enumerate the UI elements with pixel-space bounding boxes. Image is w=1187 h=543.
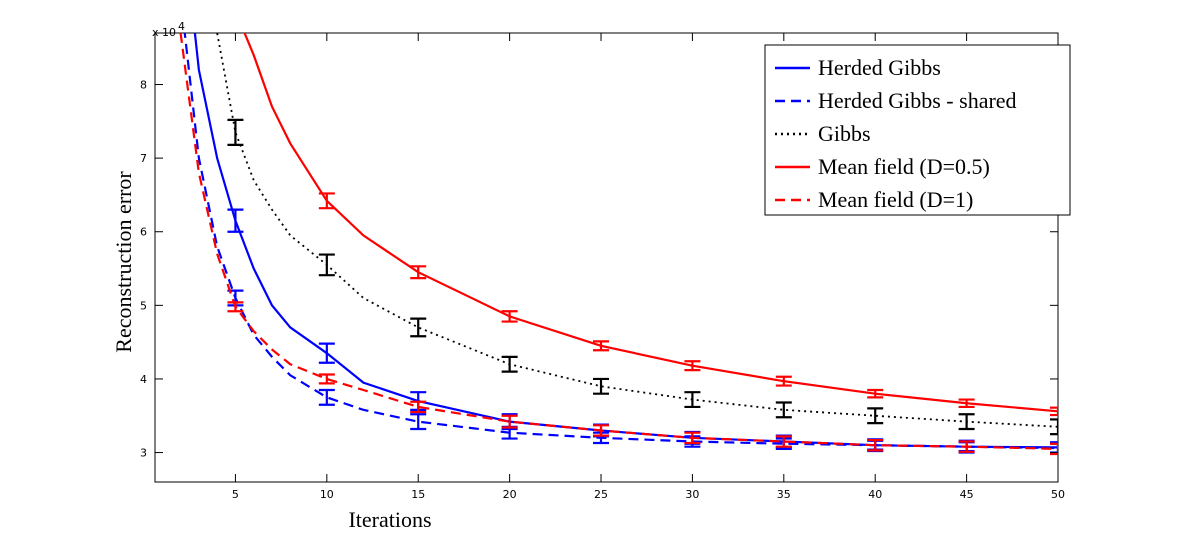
error-bar <box>410 413 427 431</box>
error-bar <box>1050 406 1058 417</box>
y-tick-label: 4 <box>140 373 147 386</box>
x-tick-label: 10 <box>320 488 334 501</box>
series-line <box>179 33 1058 450</box>
y-tick-label: 8 <box>140 79 147 92</box>
series-line <box>216 33 1058 428</box>
legend-box <box>764 44 1071 216</box>
x-tick-label: 40 <box>868 488 882 501</box>
series-line <box>183 33 1058 450</box>
x-tick-label: 45 <box>960 488 974 501</box>
error-bar <box>318 192 335 210</box>
error-bar <box>501 414 518 429</box>
error-bar <box>867 438 884 452</box>
error-bar <box>1050 418 1058 436</box>
error-bar <box>1050 442 1058 456</box>
y-scale-exponent: 4 <box>178 20 185 33</box>
error-bar <box>867 388 884 399</box>
error-bar <box>318 373 335 385</box>
error-bar <box>410 400 427 414</box>
y-tick-label: 3 <box>140 447 147 460</box>
error-bar <box>958 398 975 409</box>
legend-label: Mean field (D=1) <box>818 187 973 212</box>
error-bar <box>501 355 518 373</box>
error-bar <box>227 208 244 233</box>
x-tick-label: 50 <box>1051 488 1065 501</box>
x-tick-label: 35 <box>777 488 791 501</box>
error-bar <box>410 317 427 338</box>
x-tick-label: 25 <box>594 488 608 501</box>
y-tick-label: 5 <box>140 299 147 312</box>
series-line <box>193 33 1058 449</box>
error-bar <box>318 388 335 406</box>
x-tick-label: 15 <box>411 488 425 501</box>
error-bar <box>775 435 792 448</box>
error-bar <box>410 265 427 280</box>
x-tick-label: 30 <box>685 488 699 501</box>
legend-label: Herded Gibbs <box>818 55 941 80</box>
legend-label: Herded Gibbs - shared <box>818 88 1017 113</box>
y-axis-label: Reconstruction error <box>111 171 136 353</box>
error-bar <box>684 391 701 409</box>
x-axis-label: Iterations <box>348 507 431 532</box>
error-bar <box>593 340 610 352</box>
error-bar <box>775 375 792 387</box>
error-bar <box>593 424 610 437</box>
error-bar <box>593 377 610 395</box>
error-bar <box>775 401 792 419</box>
error-bar <box>227 301 244 313</box>
y-tick-label: 7 <box>140 152 147 165</box>
error-bar <box>318 253 335 277</box>
y-tick-label: 6 <box>140 226 147 239</box>
error-bar <box>684 360 701 372</box>
x-tick-label: 20 <box>503 488 517 501</box>
error-bar <box>958 440 975 453</box>
error-bar <box>318 342 335 364</box>
plot-content <box>179 33 1058 456</box>
series-line <box>243 33 1058 413</box>
x-tick-label: 5 <box>232 488 239 501</box>
error-bar <box>684 431 701 445</box>
error-bar <box>958 413 975 431</box>
error-bar <box>867 407 884 425</box>
error-bar <box>501 310 518 323</box>
legend-label: Gibbs <box>818 121 871 146</box>
error-bar <box>227 118 244 146</box>
y-scale-base: x 10 <box>152 26 176 39</box>
legend-label: Mean field (D=0.5) <box>818 154 990 179</box>
